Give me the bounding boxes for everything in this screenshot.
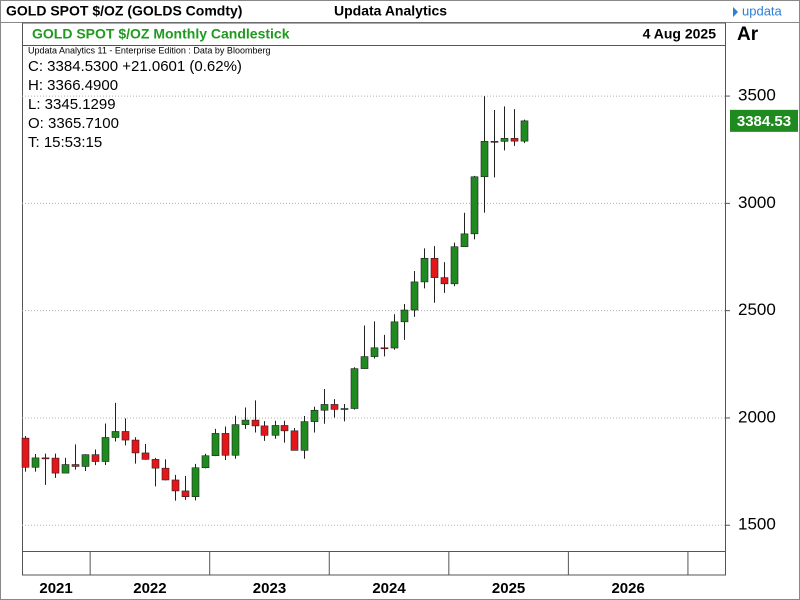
- candle-body: [320, 404, 329, 411]
- candle-body: [61, 464, 70, 474]
- candle-body: [271, 425, 280, 436]
- candle-body: [490, 141, 499, 143]
- candle-body: [390, 321, 399, 349]
- candle-body: [300, 421, 309, 451]
- y-tick-label: 2500: [738, 300, 776, 319]
- candle-body: [280, 425, 289, 432]
- candle-body: [380, 347, 389, 350]
- candle-body: [510, 138, 519, 142]
- candle-body: [221, 433, 230, 456]
- axis-label: Ar: [737, 24, 759, 45]
- candle-body: [470, 176, 479, 235]
- candle-body: [310, 409, 319, 422]
- candle-body: [171, 479, 180, 492]
- candle-body: [520, 120, 529, 142]
- x-tick-label: 2026: [611, 580, 644, 597]
- candle-body: [71, 464, 80, 467]
- candle-body: [340, 408, 349, 410]
- candle-body: [440, 277, 449, 285]
- x-tick-label: 2024: [372, 580, 406, 597]
- info-line: H: 3366.4900: [28, 77, 118, 94]
- candle-body: [480, 141, 489, 178]
- candle-body: [410, 281, 419, 311]
- candle-body: [500, 138, 509, 142]
- candle-body: [31, 457, 40, 468]
- candle-body: [141, 452, 150, 460]
- y-tick-label: 3000: [738, 193, 776, 212]
- chart-date: 4 Aug 2025: [643, 26, 717, 42]
- candle-body: [360, 356, 369, 369]
- plot-frame: [22, 22, 726, 576]
- price-tag-bg: [730, 109, 798, 132]
- candle-body: [211, 433, 220, 457]
- candle-body: [161, 467, 170, 481]
- candle-body: [420, 258, 429, 283]
- candle-body: [460, 233, 469, 248]
- logo: updata: [742, 3, 783, 18]
- x-tick-label: 2022: [133, 580, 166, 597]
- candle-body: [400, 309, 409, 323]
- candle-body: [51, 457, 60, 474]
- candle-body: [290, 430, 299, 451]
- header-center: Updata Analytics: [334, 3, 447, 19]
- candle-body: [151, 459, 160, 469]
- candle-body: [260, 425, 269, 436]
- candle-body: [121, 431, 130, 441]
- candle-body: [241, 419, 250, 425]
- candle-body: [251, 419, 260, 427]
- candle-body: [430, 258, 439, 278]
- logo-icon: [733, 7, 738, 17]
- x-tick-label: 2025: [492, 580, 525, 597]
- candle-body: [330, 404, 339, 410]
- candle-body: [81, 454, 90, 467]
- candle-body: [450, 246, 459, 285]
- candle-body: [111, 431, 120, 438]
- candle-body: [191, 467, 200, 498]
- candle-body: [350, 368, 359, 409]
- candle-body: [231, 424, 240, 456]
- info-line: O: 3365.7100: [28, 115, 119, 132]
- chart-title: GOLD SPOT $/OZ Monthly Candlestick: [32, 26, 290, 42]
- candle-body: [370, 347, 379, 357]
- y-tick-label: 2000: [738, 407, 776, 426]
- y-tick-label: 3500: [738, 86, 776, 105]
- candle-body: [131, 439, 140, 454]
- candle-body: [101, 437, 110, 462]
- info-line: C: 3384.5300 +21.0601 (0.62%): [28, 58, 242, 75]
- info-line: T: 15:53:15: [28, 134, 102, 151]
- candle-body: [41, 457, 50, 460]
- price-tag: 3384.53: [737, 113, 791, 130]
- info-line: L: 3345.1299: [28, 96, 116, 113]
- source: Updata Analytics 11 - Enterprise Edition…: [28, 45, 270, 55]
- candle-body: [181, 490, 190, 498]
- header-title: GOLD SPOT $/OZ (GOLDS Comdty): [6, 3, 242, 19]
- x-tick-label: 2021: [39, 580, 72, 597]
- candle-body: [91, 454, 100, 462]
- candle-body: [21, 437, 30, 468]
- x-tick-label: 2023: [253, 580, 286, 597]
- y-tick-label: 1500: [738, 515, 776, 534]
- candle-body: [201, 455, 210, 469]
